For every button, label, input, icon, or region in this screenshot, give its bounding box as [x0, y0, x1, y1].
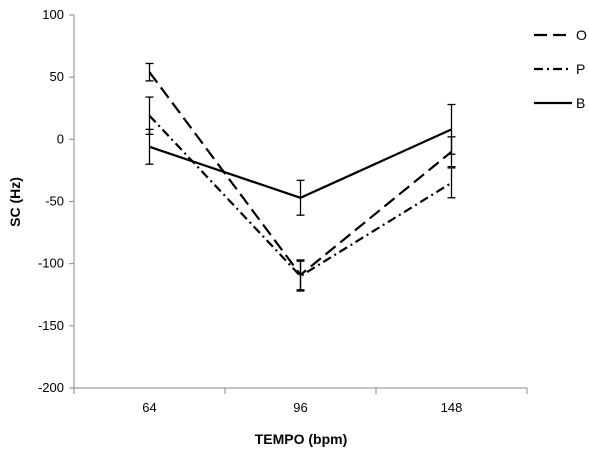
x-tick-label: 96: [293, 400, 307, 415]
legend-label-b: B: [576, 95, 585, 111]
y-tick-label: -100: [38, 256, 64, 271]
x-tick-label: 148: [441, 400, 463, 415]
y-tick-label: 50: [50, 69, 64, 84]
y-tick-labels: 100 50 0 -50 -100 -150 -200: [38, 7, 64, 395]
y-tick-label: -200: [38, 380, 64, 395]
x-tick-labels: 64 96 148: [142, 400, 462, 415]
legend-label-o: O: [576, 27, 587, 43]
axes: [69, 14, 528, 394]
x-tick-label: 64: [142, 400, 156, 415]
legend: O P B: [534, 27, 587, 111]
y-tick-label: 100: [42, 7, 64, 22]
x-axis-title: TEMPO (bpm): [255, 431, 348, 447]
y-axis-title: SC (Hz): [7, 177, 23, 227]
y-tick-label: -150: [38, 318, 64, 333]
error-bars: [145, 62, 456, 292]
y-tick-label: 0: [57, 131, 64, 146]
series-line-b: [149, 128, 452, 199]
y-tick-label: -50: [45, 194, 64, 209]
legend-label-p: P: [576, 61, 585, 77]
series-line-o: [148, 71, 453, 277]
series-lines: [148, 71, 453, 278]
